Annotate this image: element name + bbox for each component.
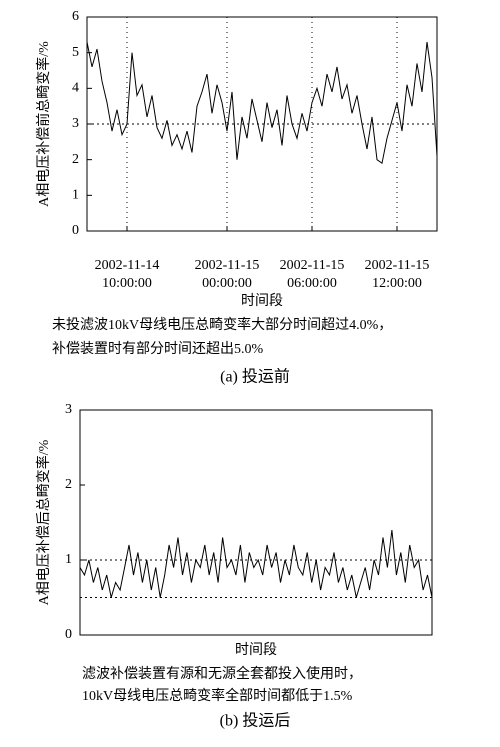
caption: 滤波补偿装置有源和无源全套都投入使用时， [82,665,362,682]
subcaption: (b) 投运后 [220,712,291,730]
y-tick-label: 4 [72,81,79,96]
data-line [86,41,438,165]
caption: 未投滤波10kV母线电压总畸变率大部分时间超过4.0%， [52,316,392,333]
x-tick-label: 10:00:00 [102,276,152,291]
y-axis-label: A相电压补偿后总畸变率/% [35,439,52,605]
y-tick-label: 3 [65,402,72,417]
x-tick-label: 2002-11-15 [195,258,260,273]
plot-frame [86,16,438,232]
caption: 补偿装置时有部分时间还超出5.0% [52,341,263,357]
x-tick-label: 2002-11-15 [365,258,430,273]
x-tick-label: 2002-11-15 [280,258,345,273]
data-line [79,529,433,598]
x-axis-label: 时间段 [235,642,277,658]
x-axis-label: 时间段 [241,293,283,309]
y-tick-label: 1 [65,552,72,567]
y-tick-label: 2 [65,477,72,492]
y-tick-label: 5 [72,45,79,60]
x-tick-label: 06:00:00 [287,276,337,291]
y-axis-label: A相电压补偿前总畸变率/% [35,41,52,207]
y-tick-label: 0 [72,223,79,238]
x-tick-label: 00:00:00 [202,276,252,291]
y-tick-label: 2 [72,152,79,167]
x-tick-label: 12:00:00 [372,276,422,291]
y-tick-label: 3 [72,116,79,131]
y-tick-label: 6 [72,9,79,24]
subcaption: (a) 投运前 [220,368,290,386]
y-tick-label: 0 [65,627,72,642]
y-tick-label: 1 [72,188,79,203]
plot-frame [79,409,433,636]
x-tick-label: 2002-11-14 [95,258,160,273]
caption: 10kV母线电压总畸变率全部时间都低于1.5% [82,687,353,704]
